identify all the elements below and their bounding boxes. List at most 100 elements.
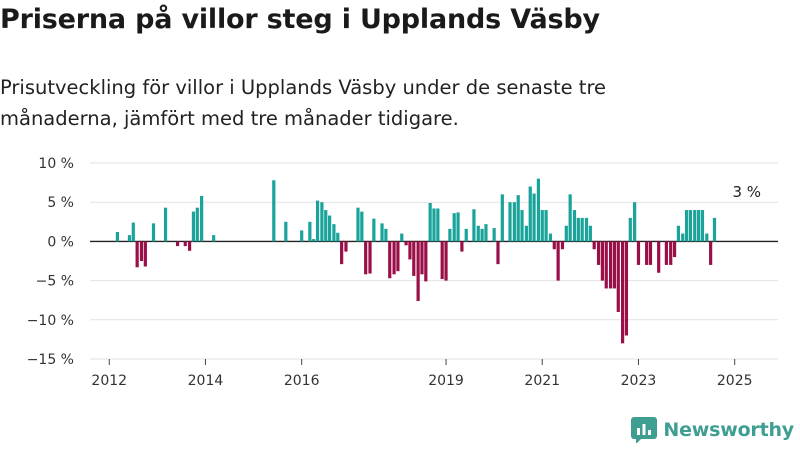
bar [200, 195, 204, 242]
bar [520, 210, 524, 242]
bar [320, 202, 324, 242]
bar [584, 217, 589, 242]
y-axis: 10 % 5 % 0 % −5 % −10 % −15 % [27, 156, 74, 368]
bar [400, 233, 404, 242]
bar [484, 224, 488, 242]
bar [672, 241, 677, 258]
bar [572, 210, 577, 242]
bar [115, 231, 120, 242]
bar [532, 193, 536, 242]
bar [528, 186, 532, 242]
bar [564, 225, 568, 242]
bar [364, 241, 368, 275]
bar [612, 241, 617, 289]
bar [709, 241, 713, 265]
bar [508, 202, 512, 242]
bar [392, 241, 396, 275]
bar [544, 210, 548, 242]
bar [536, 178, 540, 242]
bar [135, 241, 139, 268]
bar [324, 210, 328, 242]
bar [448, 228, 452, 242]
bar [380, 223, 384, 242]
chart-grid [90, 162, 778, 360]
bar [600, 241, 604, 281]
bar [127, 235, 132, 242]
bar [432, 208, 436, 242]
bar [500, 194, 504, 242]
bar [648, 241, 653, 265]
bar [524, 225, 528, 242]
bar [552, 241, 556, 250]
bar [688, 210, 693, 242]
bar [548, 233, 553, 242]
bar [187, 241, 192, 251]
bar [175, 241, 180, 247]
bar [624, 241, 629, 336]
bar [705, 233, 709, 242]
bar [684, 210, 689, 242]
bar [693, 210, 697, 242]
bar [712, 217, 717, 242]
y-tick-label: −10 % [27, 313, 74, 329]
bar [151, 223, 156, 242]
bar [676, 225, 681, 242]
chart-annotations: 3 % [732, 183, 761, 201]
bar [388, 241, 392, 279]
x-tick-label: 2012 [91, 373, 127, 389]
bar [356, 207, 360, 242]
bar [195, 207, 199, 242]
y-tick-label: 10 % [38, 156, 74, 172]
bar [131, 222, 135, 242]
bar [460, 241, 464, 252]
bar [657, 241, 661, 273]
bar [412, 241, 416, 276]
bar [452, 213, 456, 242]
bar [540, 210, 544, 242]
x-tick-label: 2014 [188, 373, 224, 389]
bar [697, 210, 701, 242]
x-tick-label: 2016 [284, 373, 320, 389]
x-axis: 2012 2014 2016 2019 2021 2023 2025 [91, 359, 753, 389]
bar [212, 235, 216, 242]
y-tick-label: −15 % [27, 352, 74, 368]
bar [628, 217, 632, 242]
bar [556, 241, 560, 281]
bar [580, 217, 584, 242]
bar [444, 241, 448, 281]
bar [183, 241, 187, 247]
bar [464, 228, 468, 242]
bar [312, 239, 316, 242]
bar [344, 241, 348, 252]
last-value-label: 3 % [732, 183, 761, 201]
bar [596, 241, 601, 265]
brand-name: Newsworthy [663, 419, 794, 441]
bar [621, 241, 625, 344]
bar [384, 228, 388, 242]
newsworthy-logo-icon [631, 417, 658, 443]
bar [368, 241, 372, 274]
bar [315, 200, 320, 242]
bar [633, 202, 637, 242]
bar [416, 241, 420, 301]
bar [592, 241, 596, 250]
bar [308, 221, 312, 242]
bar [604, 241, 608, 289]
bar [568, 194, 572, 242]
bar [516, 195, 520, 242]
bar [608, 241, 613, 289]
bar [512, 202, 516, 242]
bar [496, 241, 500, 265]
bar [284, 221, 288, 242]
bar [143, 241, 147, 267]
y-tick-label: 5 % [47, 195, 74, 211]
bar [700, 210, 705, 242]
bar [681, 233, 685, 242]
bar [560, 241, 565, 250]
bar [492, 228, 496, 242]
bar [636, 241, 641, 265]
bar [191, 211, 196, 242]
bar [664, 241, 668, 265]
bar [404, 241, 408, 246]
